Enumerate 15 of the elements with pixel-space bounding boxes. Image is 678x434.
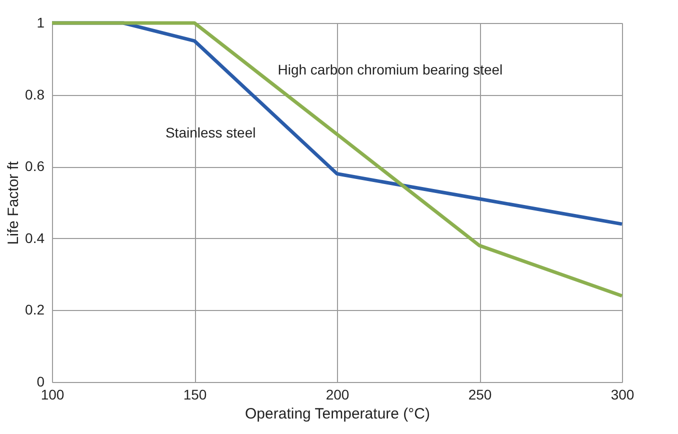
y-axis-title: Life Factor ft bbox=[5, 160, 22, 245]
y-tick-label: 0 bbox=[36, 374, 45, 390]
series-label: Stainless steel bbox=[165, 124, 256, 140]
x-tick-label: 100 bbox=[40, 386, 64, 402]
x-axis-title: Operating Temperature (°C) bbox=[245, 406, 430, 422]
y-tick-label: 0.4 bbox=[25, 230, 45, 246]
x-tick-label: 300 bbox=[610, 386, 634, 402]
series-label: High carbon chromium bearing steel bbox=[278, 62, 503, 78]
x-tick-label: 150 bbox=[183, 386, 207, 402]
x-tick-label: 200 bbox=[326, 386, 350, 402]
y-tick-label: 1 bbox=[36, 14, 45, 30]
y-tick-label: 0.2 bbox=[25, 302, 45, 318]
x-tick-label: 250 bbox=[468, 386, 492, 402]
y-tick-label: 0.6 bbox=[25, 158, 45, 174]
y-tick-label: 0.8 bbox=[25, 86, 45, 102]
